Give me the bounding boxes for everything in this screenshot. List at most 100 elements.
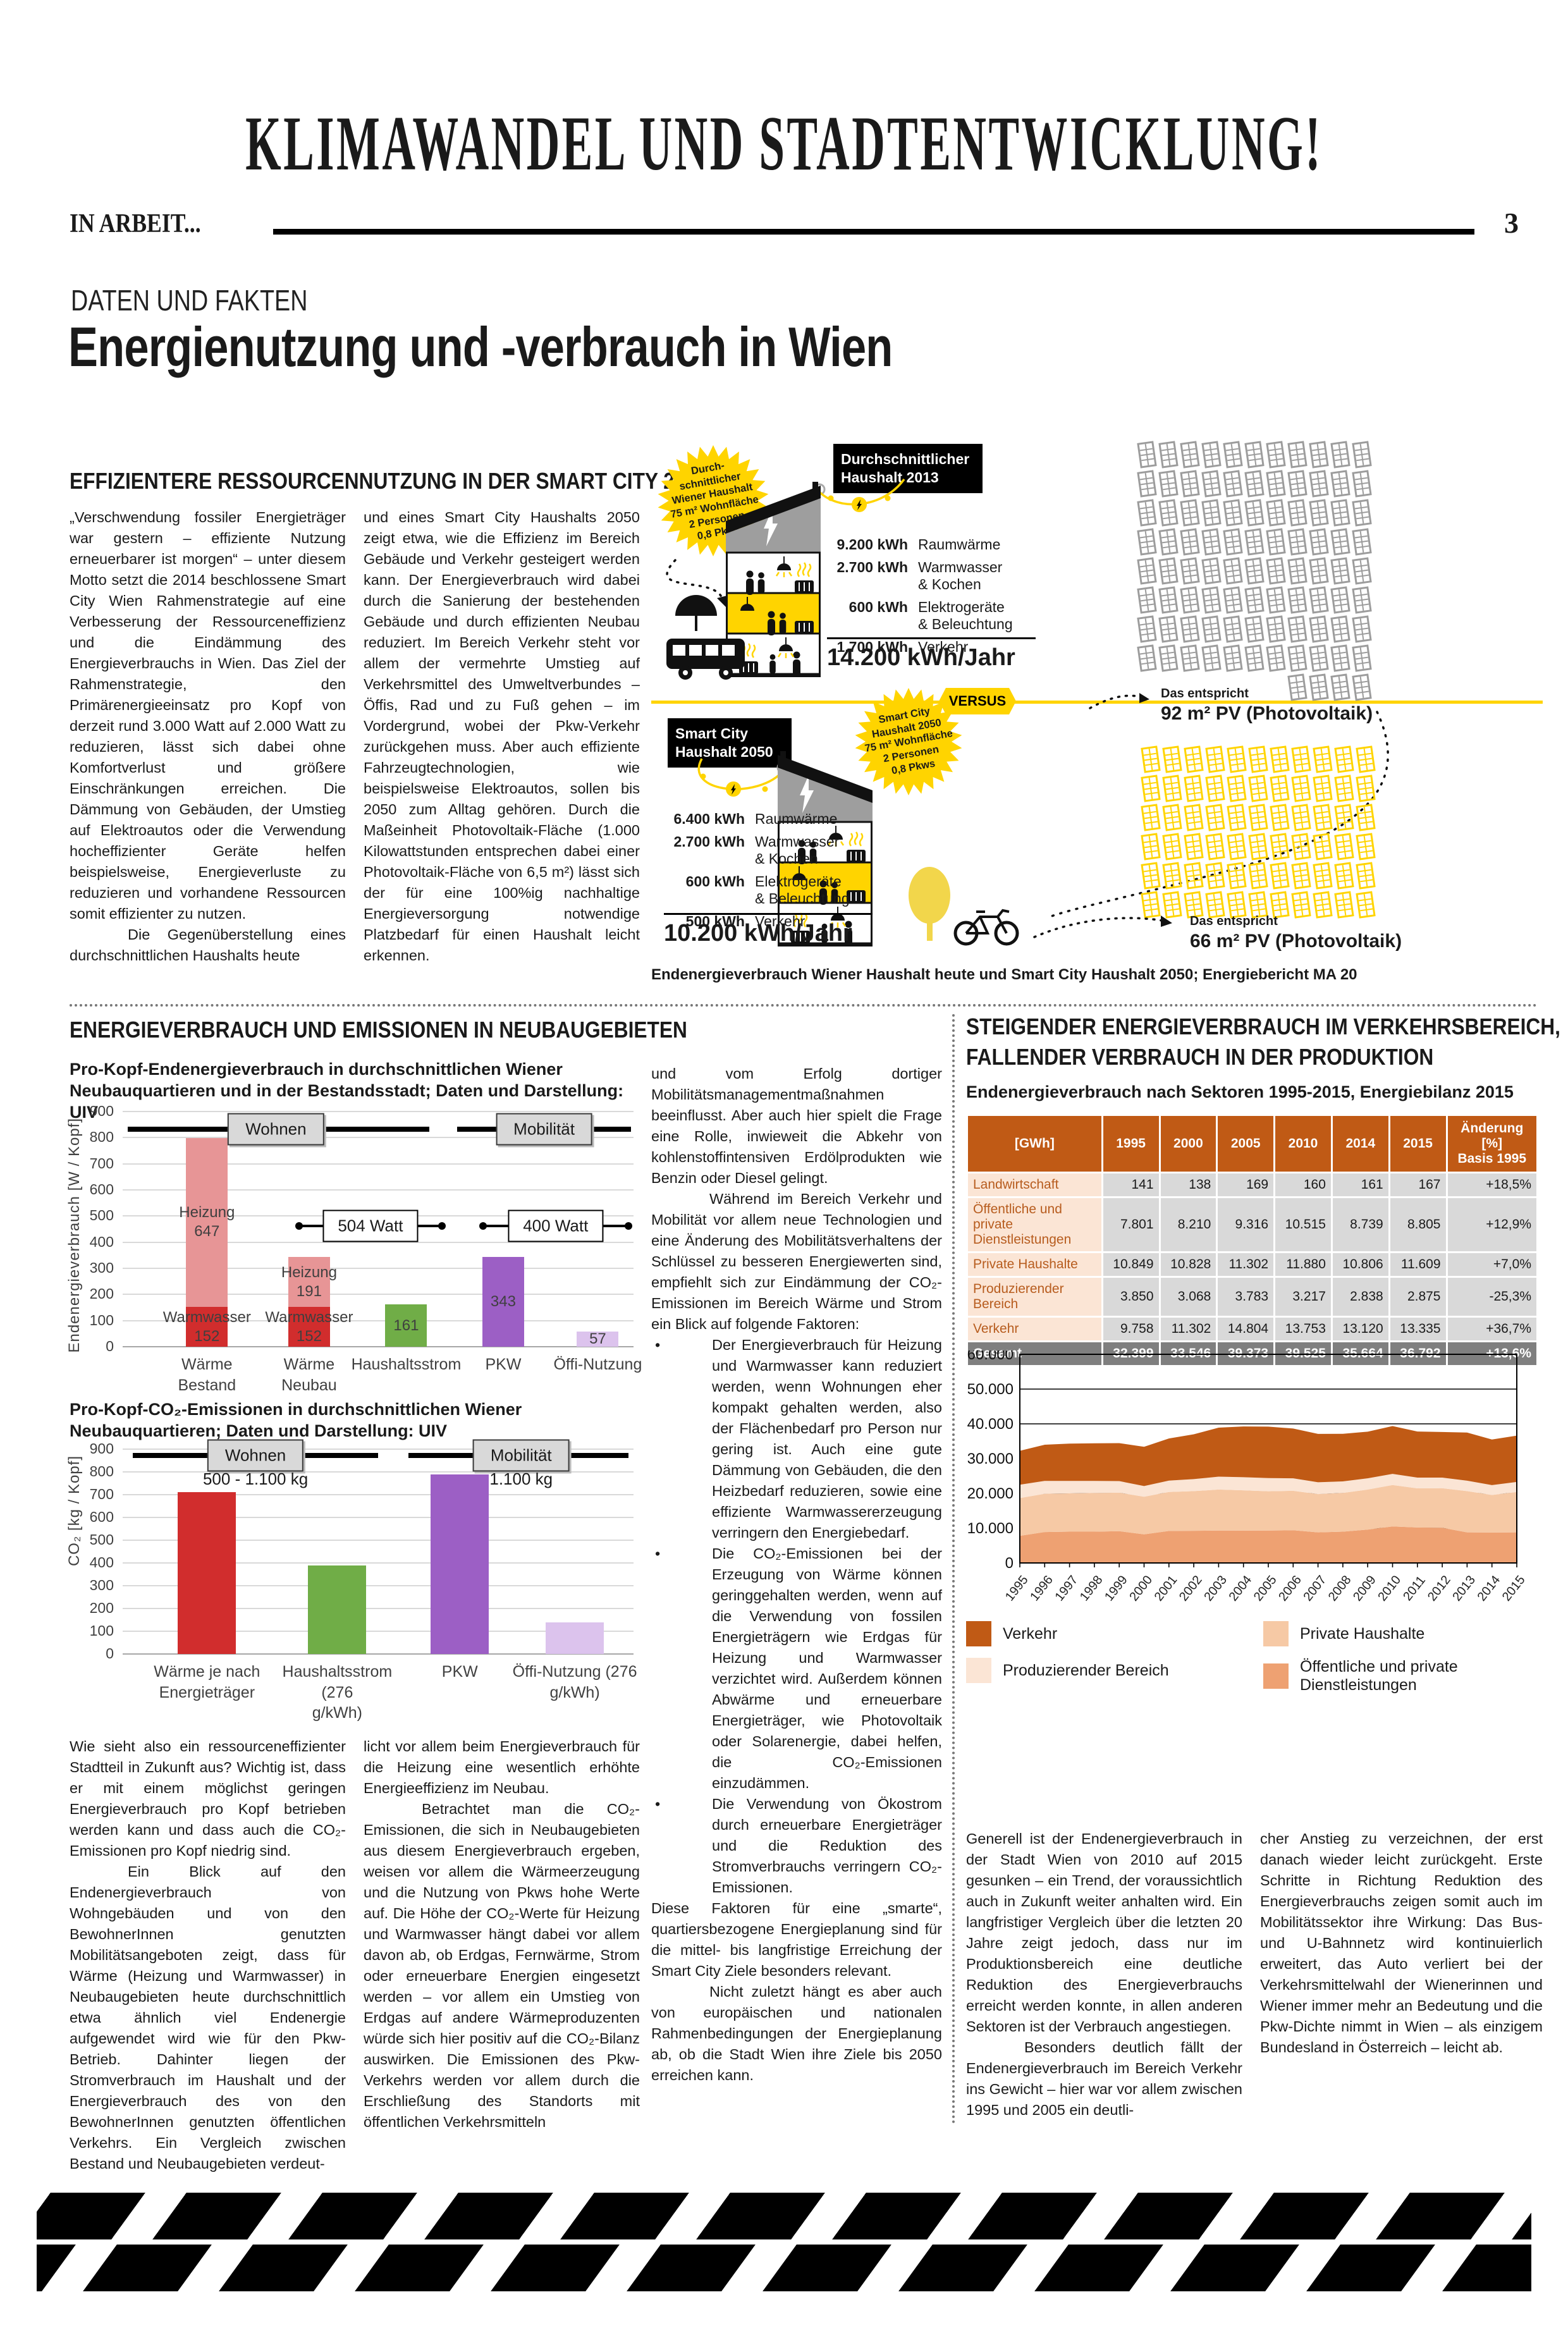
table-cell: 10.806 <box>1332 1253 1388 1276</box>
svg-text:1996: 1996 <box>1027 1573 1056 1604</box>
section2-column1: Wie sieht also ein ressourceneffizienter… <box>70 1736 346 2174</box>
section3-heading: STEIGENDER ENERGIEVERBRAUCH IM VERKEHRSB… <box>966 1014 1560 1070</box>
x-axis-label: Wärme Bestand <box>178 1356 236 1394</box>
x-axis-label: Wärme Neubau <box>281 1356 337 1394</box>
table-header-cell: 2010 <box>1275 1116 1331 1172</box>
table-cell: 167 <box>1390 1173 1446 1196</box>
pv-panel-icon <box>1330 644 1351 672</box>
bar-value-label: 343 <box>490 1293 516 1311</box>
pv-panel-icon <box>1287 470 1308 498</box>
table-total-row: Gesamt 32.399 33.546 39.373 39.525 35.664 36.7… <box>968 1342 1536 1365</box>
pv-panel-icon <box>1162 862 1182 890</box>
legend-swatch <box>966 1621 991 1646</box>
pv-panel-icon <box>1330 615 1351 643</box>
kwh-label: Warmwasser & Kochen <box>755 833 840 867</box>
pv-panel-icon <box>1180 528 1200 556</box>
pv-panel-icon <box>1287 499 1308 527</box>
svg-text:2004: 2004 <box>1227 1573 1255 1604</box>
section2-heading: ENERGIEVERBRAUCH UND EMISSIONEN IN NEUBA… <box>70 1017 687 1043</box>
bicycle-icon <box>953 909 1019 946</box>
pv-panel-icon <box>1201 441 1222 469</box>
table-row: Private Haushalte 10.849 10.828 11.302 11.88… <box>968 1253 1536 1276</box>
pv-panel-icon <box>1201 528 1222 556</box>
pv-panel-icon <box>1270 804 1290 831</box>
pv-panel-icon <box>1330 557 1351 585</box>
y-tick-label: 900 <box>89 1103 114 1119</box>
table-cell: +12,9% <box>1447 1198 1536 1251</box>
svg-text:2010: 2010 <box>1375 1573 1404 1604</box>
tfoot: Gesamt 32.399 33.546 39.373 39.525 35.664 36.7… <box>968 1342 1536 1365</box>
bar-segment <box>186 1137 228 1308</box>
table-cell: Verkehr <box>968 1318 1101 1340</box>
paragraph: cher Anstieg zu verzeichnen, der erst da… <box>1260 1830 1543 2055</box>
gridline <box>123 1471 634 1473</box>
pv-panel-icon <box>1137 644 1157 672</box>
pv-panel-icon <box>1270 862 1290 890</box>
pv-panel-icon <box>1141 775 1161 802</box>
pv-label-2013: 92 m² PV (Photovoltaik) <box>1161 703 1373 724</box>
table-cell: 9.316 <box>1218 1198 1274 1251</box>
pv-panel-icon <box>1287 441 1308 469</box>
pv-panel-icon <box>1309 499 1329 527</box>
total-2013: 14.200 kWh/Jahr <box>827 637 1036 671</box>
kwh-value: 6.400 kWh <box>673 811 745 827</box>
table-cell: 14.804 <box>1218 1318 1274 1340</box>
paragraph: licht vor allem beim Energieverbrauch fü… <box>364 1738 640 1796</box>
y-tick-label: 600 <box>89 1181 114 1198</box>
legend-label: Private Haushalte <box>1300 1624 1425 1643</box>
pv-panel-icon <box>1184 862 1204 890</box>
bracket-label: Mobilität <box>496 1113 593 1146</box>
folio-rule <box>273 229 1474 235</box>
pv-panel-icon <box>1158 499 1179 527</box>
sector-table: [GWh] 1995 2000 2005 2010 2014 2015 Änderung [%… <box>966 1114 1538 1367</box>
paragraph: Nicht zuletzt hängt es aber auch von eur… <box>651 1983 942 2083</box>
table-cell: +18,5% <box>1447 1173 1536 1196</box>
bar-segment <box>577 1332 619 1347</box>
bar-segment <box>288 1257 330 1308</box>
table-header-cell: Änderung [%] Basis 1995 <box>1447 1116 1536 1172</box>
paragraph: Die Gegenüberstellung eines durchschnitt… <box>70 926 346 964</box>
y-tick-label: 500 <box>89 1207 114 1224</box>
bar-segment <box>431 1474 489 1654</box>
kwh-row: 6.400 kWh Raumwärme <box>664 811 891 828</box>
pv-panel-icon <box>1313 745 1333 773</box>
kwh-value: 500 kWh <box>685 913 745 929</box>
bar-chart-endenergieverbrauch: Endenergieverbrauch [W / Kopf] 0 100 200 30… <box>66 1103 642 1394</box>
table-cell: 11.302 <box>1160 1318 1216 1340</box>
power-cable-icon <box>697 758 789 797</box>
masthead-title: KLIMAWANDEL UND STADTENTWICKLUNG! <box>245 101 1323 187</box>
dumbbell-label: 400 Watt <box>508 1210 604 1242</box>
annotation-text: 500 - 1.100 kg <box>202 1469 309 1489</box>
legend-swatch <box>1263 1663 1289 1689</box>
paragraph: Betrachtet man die CO₂-Emissionen, die s… <box>364 1801 640 2130</box>
svg-text:2006: 2006 <box>1276 1573 1304 1604</box>
pv-panel-icon <box>1248 775 1268 802</box>
pv-panel-icon <box>1137 615 1157 643</box>
bullet-item: Der Energieverbrauch für Heizung und War… <box>651 1335 942 1543</box>
pv-panel-icon <box>1158 644 1179 672</box>
table-header-cell: [GWh] <box>968 1116 1101 1172</box>
pv-panel-icon <box>1180 586 1200 614</box>
table-cell: 161 <box>1332 1173 1388 1196</box>
gridline <box>123 1268 634 1269</box>
kwh-row: 1.700 kWh Verkehr <box>827 639 1080 656</box>
bar-segment <box>288 1307 330 1347</box>
bar-segment <box>385 1304 427 1347</box>
table-cell: 8.739 <box>1332 1198 1388 1251</box>
pv-panel-icon <box>1334 775 1354 802</box>
legend-swatch <box>1263 1621 1289 1646</box>
legend-item: Private Haushalte <box>1263 1621 1424 1646</box>
pv-panel-icon <box>1352 470 1372 498</box>
legend-label: Öffentliche und private Dienstleistungen <box>1300 1658 1458 1694</box>
legend-item: Verkehr <box>966 1621 1057 1646</box>
pv-panel-icon <box>1266 528 1286 556</box>
svg-text:2003: 2003 <box>1201 1573 1230 1604</box>
pv-panel-icon <box>1266 470 1286 498</box>
gridline <box>123 1163 634 1165</box>
pv-panel-icon <box>1162 745 1182 773</box>
bar-value-label: Heizung 191 <box>281 1263 337 1300</box>
pv-panel-icon <box>1180 615 1200 643</box>
table-caption: Endenergieverbrauch nach Sektoren 1995-2… <box>966 1082 1514 1101</box>
dumbbell-dot <box>295 1222 303 1230</box>
pv-panel-icon <box>1244 499 1265 527</box>
